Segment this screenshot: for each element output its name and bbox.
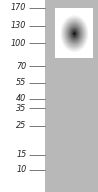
Text: 100: 100	[11, 39, 26, 48]
Bar	[45, 0, 98, 192]
Text: 170: 170	[11, 3, 26, 12]
Text: 15: 15	[16, 150, 26, 159]
Text: 25: 25	[16, 121, 26, 130]
Text: 70: 70	[16, 62, 26, 71]
Text: 35: 35	[16, 104, 26, 113]
Text: 55: 55	[16, 78, 26, 87]
Text: 10: 10	[16, 166, 26, 174]
Text: 40: 40	[16, 94, 26, 103]
Text: 130: 130	[11, 22, 26, 30]
